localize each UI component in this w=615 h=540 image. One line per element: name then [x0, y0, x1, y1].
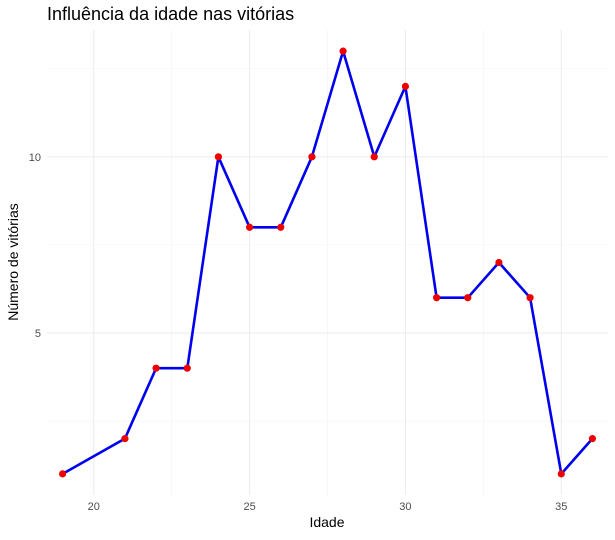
data-point — [245, 223, 254, 231]
data-point — [495, 258, 503, 267]
x-axis-label: Idade — [309, 514, 344, 530]
chart-title: Influência da idade nas vitórias — [47, 4, 294, 24]
data-point — [464, 294, 472, 302]
x-tick-label: 30 — [399, 501, 411, 513]
data-point — [214, 153, 223, 161]
x-tick-label: 20 — [88, 501, 100, 513]
data-point — [588, 435, 597, 443]
data-point — [152, 364, 160, 372]
data-point — [58, 470, 67, 478]
data-point — [401, 82, 410, 90]
data-point — [277, 223, 285, 231]
grid — [47, 30, 608, 495]
data-point — [370, 153, 378, 161]
x-tick-label: 35 — [555, 501, 567, 513]
x-tick-label: 25 — [243, 501, 255, 513]
data-point — [183, 364, 191, 372]
y-tick-label: 5 — [35, 328, 41, 340]
y-axis-ticks: 5 10 — [29, 152, 41, 340]
y-axis-label: Número de vitórias — [5, 203, 21, 321]
x-axis-ticks: 20 25 30 35 — [88, 501, 568, 513]
data-point — [432, 294, 441, 302]
series — [58, 47, 597, 478]
data-point — [308, 153, 316, 161]
data-point — [121, 435, 129, 443]
y-tick-label: 10 — [29, 152, 41, 164]
data-point — [557, 470, 565, 478]
data-point — [339, 47, 347, 55]
data-point — [526, 294, 534, 302]
